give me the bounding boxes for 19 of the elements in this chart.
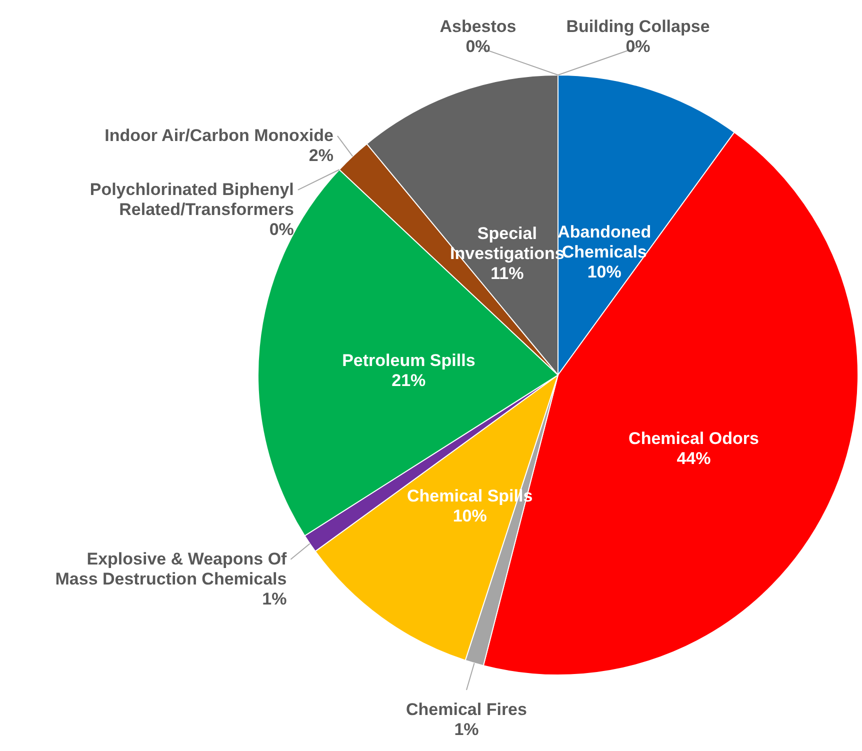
data-label: 1%	[454, 720, 479, 739]
legend-label: Polychlorinated Biphenyl Related/Transformers	[90, 180, 294, 219]
data-label: 1%	[262, 589, 287, 608]
data-label: 44%	[676, 448, 711, 468]
text: 0%	[626, 37, 650, 56]
text: 0%	[466, 37, 490, 56]
slice-label: Explosive & Weapons Of Mass Destruction Chemicals	[55, 549, 288, 588]
category-label: Building Collapse	[566, 17, 710, 36]
data-label: 10%	[587, 262, 622, 282]
data-label: 21%	[392, 370, 426, 390]
category-label: Asbestos	[440, 17, 516, 36]
slice-label: Chemical Odors	[628, 428, 759, 448]
data-label: 11%	[490, 264, 524, 283]
text: 0%	[269, 220, 294, 239]
slice-label: Chemical Fires	[406, 700, 527, 719]
slice-label: Indoor Air/Carbon Monoxide	[104, 126, 334, 145]
data-label: 2%	[308, 146, 334, 165]
slice-label: Petroleum Spills	[342, 350, 476, 370]
data-label: 10%	[452, 506, 487, 526]
